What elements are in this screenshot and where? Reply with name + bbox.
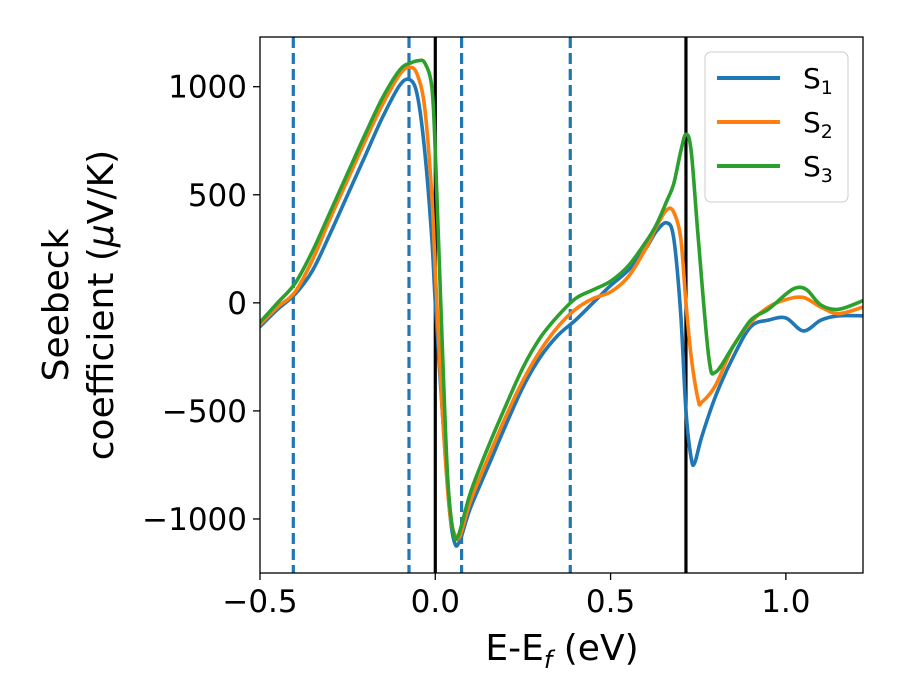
y-tick-label: −500 [162,394,247,430]
y-axis: −1000 −500 0 500 1000 [142,70,260,538]
y-axis-label-line1: Seebeck [36,228,77,381]
y-tick-label: −1000 [142,502,247,538]
y-tick-label: 0 [227,286,247,322]
y-axis-label: Seebeck coefficient (μV/K) [36,150,122,460]
reference-lines [291,37,688,573]
x-tick-label: 0.5 [586,584,635,620]
x-axis: −0.5 0.0 0.5 1.0 [222,573,811,620]
x-tick-label: 0.0 [411,584,460,620]
plot-frame [259,36,864,574]
legend-label-s2: S2 [803,106,833,143]
y-tick-label: 1000 [168,70,247,106]
legend-label-s1: S1 [803,62,833,99]
series-line-s3 [260,58,863,542]
y-tick-label: 500 [188,178,247,214]
x-tick-label: −0.5 [222,584,297,620]
series-lines [260,58,863,548]
y-axis-label-line2: coefficient (μV/K) [81,150,122,460]
series-line-s2 [260,65,863,541]
legend-label-s3: S3 [803,150,833,187]
series-line-s1 [260,77,863,548]
x-tick-label: 1.0 [761,584,810,620]
x-axis-label: E-Ef (eV) [485,628,638,674]
legend: S1 S2 S3 [704,51,849,203]
